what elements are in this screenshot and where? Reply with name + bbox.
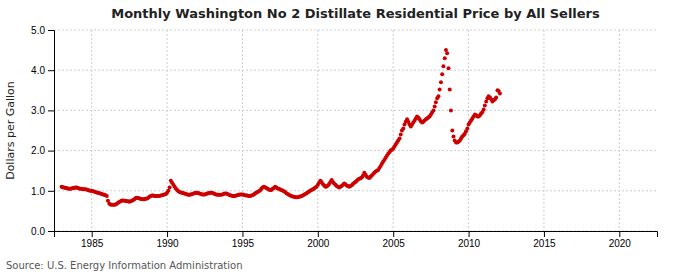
- grid-line-x: [543, 30, 544, 231]
- grid-line-y: [54, 150, 657, 151]
- point: [451, 135, 455, 139]
- point: [431, 108, 435, 112]
- y-tick: 0.0: [31, 226, 54, 237]
- point: [440, 72, 444, 76]
- x-tick: 1985: [81, 231, 104, 249]
- y-tick-label: 4.0: [31, 65, 45, 76]
- grid-line-x: [468, 30, 469, 231]
- y-tick-label: 5.0: [31, 25, 45, 36]
- x-tick-label: 2010: [458, 238, 481, 249]
- x-tick-label: 2020: [609, 238, 632, 249]
- x-tick-mark: [393, 231, 394, 237]
- grid-line-x: [619, 30, 620, 231]
- x-tick-mark: [318, 231, 319, 237]
- y-tick-label: 1.0: [31, 186, 45, 197]
- x-tick-label: 1990: [156, 238, 179, 249]
- point: [439, 80, 443, 84]
- point: [494, 96, 498, 100]
- grid: [54, 30, 657, 231]
- x-axis: 1985 1990 1995 2000 2005 2010 2015 2020: [55, 231, 658, 249]
- grid-line-x: [91, 30, 92, 231]
- point: [105, 194, 109, 198]
- point: [168, 186, 172, 190]
- point: [433, 104, 437, 108]
- grid-line-x: [242, 30, 243, 231]
- x-tick-label: 1995: [232, 238, 255, 249]
- x-tick: 1995: [232, 231, 255, 249]
- grid-line-x: [317, 30, 318, 231]
- point: [445, 51, 449, 55]
- x-tick: 2005: [383, 231, 406, 249]
- y-tick-label: 3.0: [31, 105, 45, 116]
- x-tick-mark: [242, 231, 243, 237]
- y-tick-mark: [48, 231, 54, 232]
- point: [482, 108, 486, 112]
- x-axis-line: [55, 232, 658, 238]
- y-tick-label: 2.0: [31, 145, 45, 156]
- point: [483, 104, 487, 108]
- point: [401, 126, 405, 130]
- y-tick-mark: [48, 110, 54, 111]
- y-tick: 3.0: [31, 105, 54, 116]
- x-tick-mark: [92, 231, 93, 237]
- y-axis-title: Dollars per Gallon: [4, 81, 17, 180]
- grid-line-y: [54, 110, 657, 111]
- y-axis-line: [48, 31, 55, 232]
- x-tick: 2000: [307, 231, 330, 249]
- chart: 1985 1990 1995 2000 2005 2010 2015 2020 0.0 1.0 2.…: [0, 0, 675, 275]
- point: [438, 87, 442, 91]
- x-tick-mark: [469, 231, 470, 237]
- y-tick-mark: [48, 30, 54, 31]
- point: [449, 108, 453, 112]
- point: [399, 133, 403, 137]
- point: [450, 129, 454, 133]
- grid-line-y: [54, 30, 657, 31]
- plot-area: 1985 1990 1995 2000 2005 2010 2015 2020 0.0 1.0 2.…: [31, 25, 657, 249]
- point: [434, 100, 438, 104]
- y-tick-label: 0.0: [31, 226, 45, 237]
- y-tick-mark: [48, 151, 54, 152]
- y-tick: 4.0: [31, 65, 54, 76]
- points: [60, 48, 502, 207]
- x-tick-label: 1985: [81, 238, 104, 249]
- x-tick-label: 2015: [533, 238, 556, 249]
- point: [436, 94, 440, 98]
- x-tick-label: 2000: [307, 238, 330, 249]
- x-tick-mark: [167, 231, 168, 237]
- point: [447, 66, 451, 70]
- grid-line-x: [167, 30, 168, 231]
- x-tick-label: 2005: [383, 238, 406, 249]
- x-tick: 2020: [609, 231, 632, 249]
- y-tick-mark: [48, 191, 54, 192]
- point: [498, 92, 502, 96]
- x-tick: 2010: [458, 231, 481, 249]
- point: [398, 137, 402, 141]
- grid-line-y: [54, 190, 657, 191]
- point: [441, 64, 445, 68]
- y-axis: 0.0 1.0 2.0 3.0 4.0 5.0: [31, 25, 54, 237]
- grid-line-x: [393, 30, 394, 231]
- point: [448, 87, 452, 91]
- point: [443, 56, 447, 60]
- x-tick-mark: [544, 231, 545, 237]
- x-tick: 2015: [533, 231, 556, 249]
- annotation: Source: U.S. Energy Information Administ…: [6, 260, 243, 271]
- point: [465, 126, 469, 130]
- y-tick: 2.0: [31, 145, 54, 156]
- grid-line-y: [54, 70, 657, 71]
- y-tick-mark: [48, 70, 54, 71]
- title: Monthly Washington No 2 Distillate Resid…: [111, 6, 600, 21]
- y-tick: 5.0: [31, 25, 54, 36]
- x-tick-mark: [619, 231, 620, 237]
- y-tick: 1.0: [31, 186, 54, 197]
- x-tick: 1990: [156, 231, 179, 249]
